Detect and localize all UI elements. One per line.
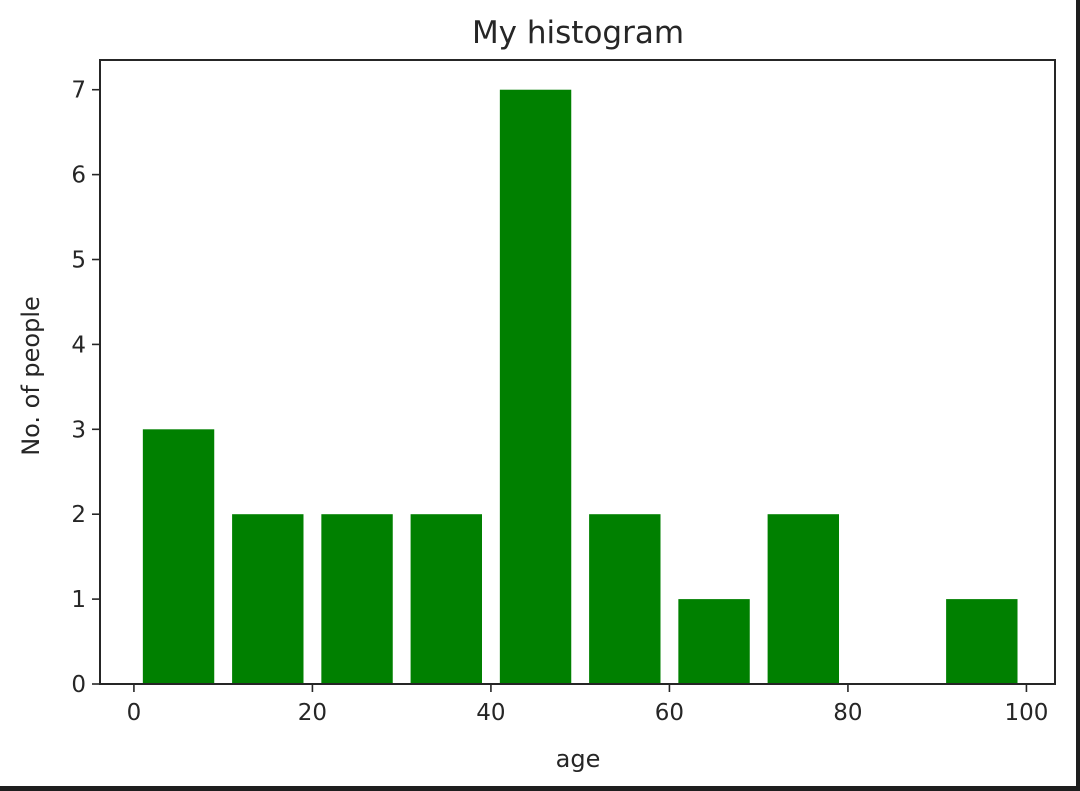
- histogram-bar-6: [678, 599, 750, 684]
- x-tick-label: 20: [298, 700, 327, 726]
- chart-title: My histogram: [472, 15, 684, 51]
- y-axis-label: No. of people: [17, 296, 45, 456]
- histogram-bar-7: [767, 514, 840, 684]
- x-tick-label: 60: [655, 700, 684, 726]
- histogram-bar-2: [321, 514, 393, 684]
- y-axis-ticks: 0 1 2 3 4 5 6 7: [71, 78, 100, 698]
- y-tick-label: 2: [71, 502, 86, 528]
- y-tick-label: 1: [71, 587, 86, 613]
- histogram-bar-4: [499, 89, 572, 684]
- y-tick-label: 6: [71, 163, 86, 189]
- x-tick-label: 0: [127, 700, 142, 726]
- histogram-bar-9: [946, 599, 1018, 684]
- histogram-bar-0: [142, 429, 215, 684]
- plot-frame: [99, 59, 1056, 685]
- y-tick-label: 3: [71, 417, 86, 443]
- bars-group: [142, 89, 1018, 684]
- x-tick-label: 80: [833, 700, 862, 726]
- y-tick-label: 7: [71, 78, 86, 104]
- y-tick-label: 5: [71, 248, 86, 274]
- x-tick-label: 40: [476, 700, 505, 726]
- x-axis-label: age: [556, 745, 601, 773]
- x-tick-label: 100: [1004, 700, 1048, 726]
- x-axis-ticks: 0 20 40 60 80 100: [127, 684, 1048, 726]
- histogram-bar-1: [232, 514, 304, 684]
- y-tick-label: 4: [71, 332, 86, 358]
- y-tick-label: 0: [71, 672, 86, 698]
- histogram-bar-3: [410, 514, 482, 684]
- histogram-bar-5: [589, 514, 661, 684]
